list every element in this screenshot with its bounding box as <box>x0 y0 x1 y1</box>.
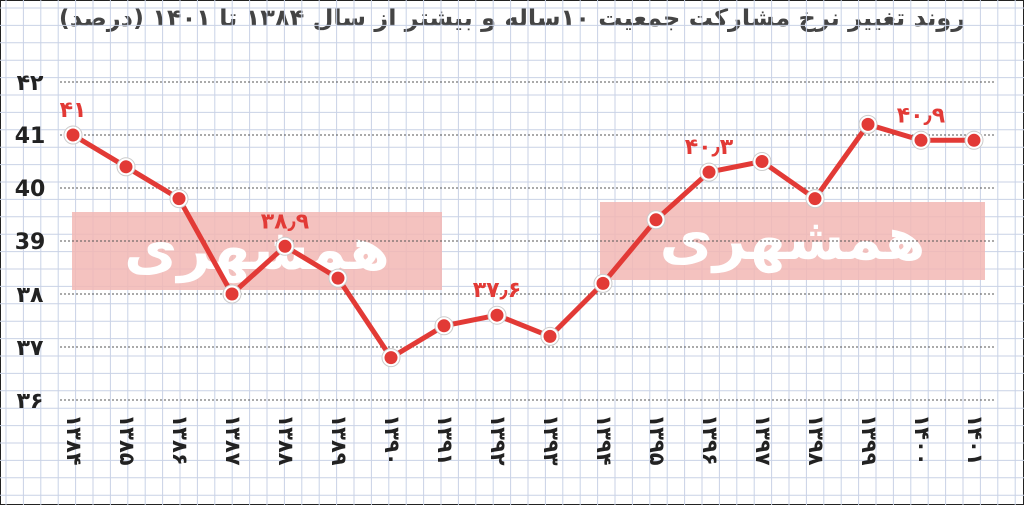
data-point <box>172 192 186 206</box>
data-labels: ۴۱ ۳۸٫۹ ۳۷٫۶ ۴۰٫۳ ۴۰٫۹ <box>60 98 946 303</box>
data-series <box>63 114 984 368</box>
x-axis-ticks: ۱۳۸۴ ۱۳۸۵ ۱۳۸۶ ۱۳۸۷ ۱۳۸۸ ۱۳۸۹ ۱۳۹۰ ۱۳۹۱ ۱۳۹۲ ۱۳۹۳… <box>62 414 987 465</box>
data-point <box>596 276 610 290</box>
y-tick-label: ۳۶ <box>17 389 44 414</box>
data-point <box>808 192 822 206</box>
data-point <box>967 133 981 147</box>
x-tick-label: ۱۴۰۰ <box>910 414 934 465</box>
data-point <box>543 329 557 343</box>
data-label: ۳۸٫۹ <box>261 209 310 234</box>
x-tick-label: ۱۳۹۳ <box>539 414 563 465</box>
y-axis-ticks: ۴۲ 41 40 39 ۳۸ ۳۷ ۳۶ <box>15 71 46 414</box>
data-point <box>384 351 398 365</box>
y-tick-label: 39 <box>15 230 46 255</box>
horizontal-gridlines <box>60 81 996 401</box>
x-tick-label: ۱۳۹۷ <box>751 414 775 465</box>
x-tick-label: ۱۳۸۴ <box>62 414 86 465</box>
y-tick-label: ۴۲ <box>17 71 44 96</box>
y-tick-label: ۳۸ <box>17 283 44 308</box>
x-tick-label: ۱۳۹۵ <box>645 414 669 465</box>
x-tick-label: ۱۳۸۶ <box>168 414 192 465</box>
x-tick-label: ۱۳۹۸ <box>804 414 828 465</box>
x-tick-label: ۱۳۸۹ <box>327 414 351 465</box>
data-point <box>278 239 292 253</box>
x-tick-label: ۱۳۸۸ <box>274 414 298 465</box>
data-point <box>490 308 504 322</box>
y-tick-label: 40 <box>15 177 46 202</box>
data-label: ۴۰٫۳ <box>685 135 734 160</box>
chart-title: روند تغییر نرخ مشارکت جمعیت ۱۰ساله و بیش… <box>58 4 966 32</box>
data-point <box>331 271 345 285</box>
watermark-band <box>72 212 442 290</box>
data-label: ۴۱ <box>60 98 87 123</box>
data-point <box>437 319 451 333</box>
watermark-text: همشهری <box>660 205 926 274</box>
x-tick-label: ۱۳۹۰ <box>380 414 404 465</box>
x-tick-label: ۱۳۸۷ <box>221 414 245 465</box>
series-line <box>71 121 974 361</box>
x-tick-label: ۱۳۹۱ <box>433 414 457 465</box>
data-point <box>755 155 769 168</box>
x-tick-label: ۱۳۸۵ <box>115 414 139 465</box>
y-tick-label: ۳۷ <box>17 336 44 361</box>
data-point <box>649 213 663 227</box>
data-point <box>119 160 133 174</box>
x-tick-label: ۱۳۹۶ <box>698 414 722 465</box>
y-tick-label: 41 <box>15 124 46 149</box>
data-point <box>702 165 716 179</box>
x-tick-label: ۱۳۹۲ <box>486 414 510 465</box>
x-tick-label: ۱۴۰۱ <box>963 414 987 465</box>
watermark-logo: همشهری <box>72 212 442 290</box>
data-label: ۳۷٫۶ <box>473 278 522 303</box>
data-point <box>225 287 239 301</box>
data-point <box>861 117 875 131</box>
data-point <box>914 133 928 147</box>
x-tick-label: ۱۳۹۹ <box>857 414 881 465</box>
data-label: ۴۰٫۹ <box>897 103 946 128</box>
x-tick-label: ۱۳۹۴ <box>592 414 616 465</box>
data-point <box>66 128 80 142</box>
